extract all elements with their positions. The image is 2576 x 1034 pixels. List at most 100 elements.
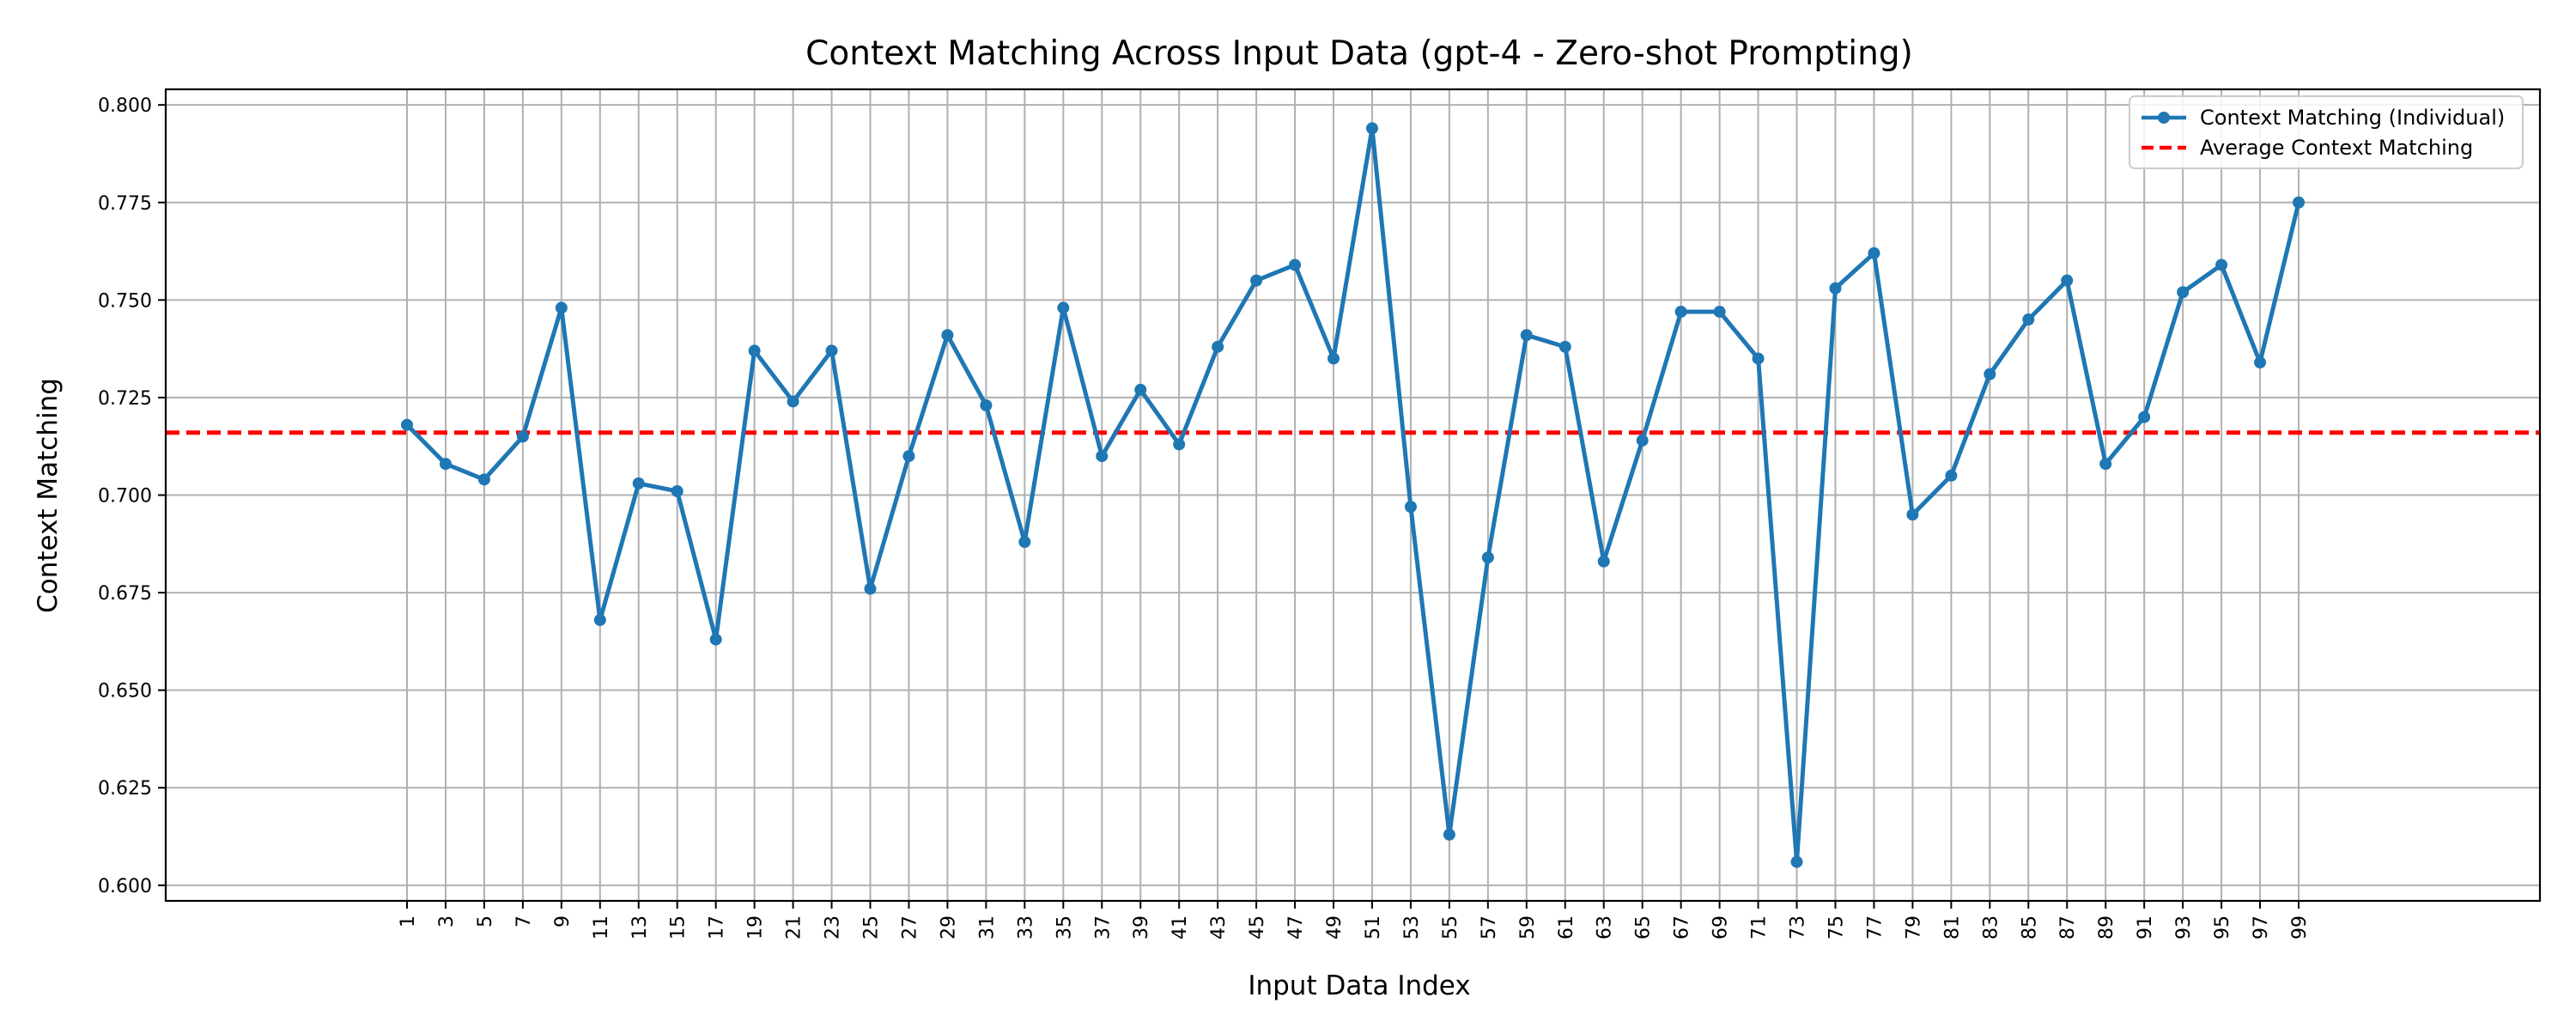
data-point <box>1713 305 1726 318</box>
x-tick-label: 37 <box>1092 915 1114 940</box>
x-tick-label: 65 <box>1633 915 1655 940</box>
x-tick-label: 49 <box>1324 915 1346 940</box>
x-tick-label: 43 <box>1208 915 1230 940</box>
data-point <box>1752 352 1765 365</box>
x-tick-label: 11 <box>591 915 612 940</box>
data-point <box>1790 855 1803 868</box>
data-point <box>1365 122 1378 135</box>
x-tick-label: 23 <box>823 915 844 940</box>
legend-series-label: Context Matching (Individual) <box>2200 106 2505 130</box>
data-point <box>1327 352 1340 365</box>
y-tick-label: 0.650 <box>98 681 152 703</box>
y-tick-label: 0.700 <box>98 486 152 508</box>
x-tick-label: 97 <box>2251 915 2272 940</box>
x-tick-label: 17 <box>707 915 728 940</box>
data-point <box>2099 458 2112 471</box>
x-tick-label: 19 <box>745 915 767 940</box>
data-point <box>825 344 838 357</box>
data-point <box>941 329 954 342</box>
data-point <box>980 399 993 412</box>
data-point <box>1597 555 1610 568</box>
data-point <box>400 418 413 431</box>
data-point <box>2061 274 2074 287</box>
data-point <box>787 395 799 408</box>
data-point <box>477 473 490 486</box>
y-tick-label: 0.625 <box>98 778 152 800</box>
legend: Context Matching (Individual) Average Co… <box>2129 95 2524 169</box>
x-axis-ticks: 1 3 5 7 9 11 13 15 17 19 21 23 25 27 29 31 33 35 37 39 41 43 4… <box>398 901 2311 940</box>
x-tick-label: 53 <box>1401 915 1423 940</box>
data-point <box>1984 368 1996 380</box>
y-tick-label: 0.675 <box>98 583 152 605</box>
x-tick-label: 15 <box>668 915 690 940</box>
data-point <box>1558 340 1571 353</box>
x-tick-label: 47 <box>1285 915 1307 940</box>
data-point <box>2215 258 2228 271</box>
y-tick-label: 0.775 <box>98 193 152 215</box>
x-tick-label: 55 <box>1440 915 1461 940</box>
x-tick-label: 33 <box>1015 915 1036 940</box>
data-point <box>2293 196 2306 209</box>
x-tick-label: 85 <box>2019 915 2040 940</box>
data-point <box>1173 438 1186 451</box>
x-tick-label: 93 <box>2173 915 2195 940</box>
data-point <box>1134 383 1147 396</box>
x-tick-label: 89 <box>2096 915 2117 940</box>
x-tick-label: 39 <box>1131 915 1152 940</box>
x-tick-label: 51 <box>1363 915 1384 940</box>
data-point <box>1906 508 1919 521</box>
grid <box>166 89 2540 901</box>
legend-box <box>2129 95 2524 169</box>
x-tick-label: 91 <box>2135 915 2156 940</box>
data-point <box>1829 282 1842 295</box>
x-tick-label: 3 <box>436 915 458 928</box>
data-point <box>671 484 683 497</box>
x-tick-label: 67 <box>1672 915 1693 940</box>
data-point <box>632 477 645 490</box>
x-tick-label: 73 <box>1788 915 1809 940</box>
data-point <box>1674 305 1687 318</box>
x-tick-label: 1 <box>398 915 419 928</box>
x-tick-label: 9 <box>552 915 574 928</box>
x-tick-label: 27 <box>899 915 920 940</box>
y-tick-label: 0.750 <box>98 290 152 312</box>
y-axis-label: Context Matching <box>33 378 64 613</box>
data-point <box>709 633 722 646</box>
data-point <box>1481 551 1494 564</box>
x-tick-label: 13 <box>629 915 651 940</box>
legend-series-marker <box>2158 112 2170 124</box>
data-point <box>1289 258 1302 271</box>
x-tick-label: 29 <box>938 915 959 940</box>
x-tick-label: 95 <box>2212 915 2233 940</box>
x-tick-label: 57 <box>1479 915 1500 940</box>
data-point <box>2022 313 2035 326</box>
x-tick-label: 41 <box>1170 915 1191 940</box>
legend-average-label: Average Context Matching <box>2200 136 2473 160</box>
x-tick-label: 79 <box>1903 915 1924 940</box>
data-point <box>1404 501 1417 514</box>
x-tick-label: 87 <box>2057 915 2079 940</box>
x-tick-label: 31 <box>976 915 998 940</box>
data-point <box>1057 301 1070 314</box>
x-tick-label: 71 <box>1749 915 1771 940</box>
y-tick-label: 0.600 <box>98 876 152 897</box>
data-point <box>1520 329 1533 342</box>
x-tick-label: 45 <box>1247 915 1268 940</box>
x-tick-label: 5 <box>475 915 496 928</box>
data-point <box>1868 246 1880 259</box>
data-point <box>1212 340 1224 353</box>
data-point <box>1636 434 1649 447</box>
chart-title: Context Matching Across Input Data (gpt-… <box>805 34 1913 73</box>
data-point <box>748 344 761 357</box>
data-point <box>2254 356 2267 369</box>
x-tick-label: 83 <box>1980 915 2002 940</box>
y-axis-ticks: 0.600 0.625 0.650 0.675 0.700 0.725 0.750 0.775… <box>98 95 166 897</box>
x-tick-label: 75 <box>1826 915 1847 940</box>
data-point <box>439 458 452 471</box>
data-point <box>2138 411 2151 423</box>
x-tick-label: 61 <box>1556 915 1577 940</box>
x-tick-label: 25 <box>861 915 883 940</box>
series-line <box>405 125 2301 865</box>
data-point <box>1250 274 1263 287</box>
